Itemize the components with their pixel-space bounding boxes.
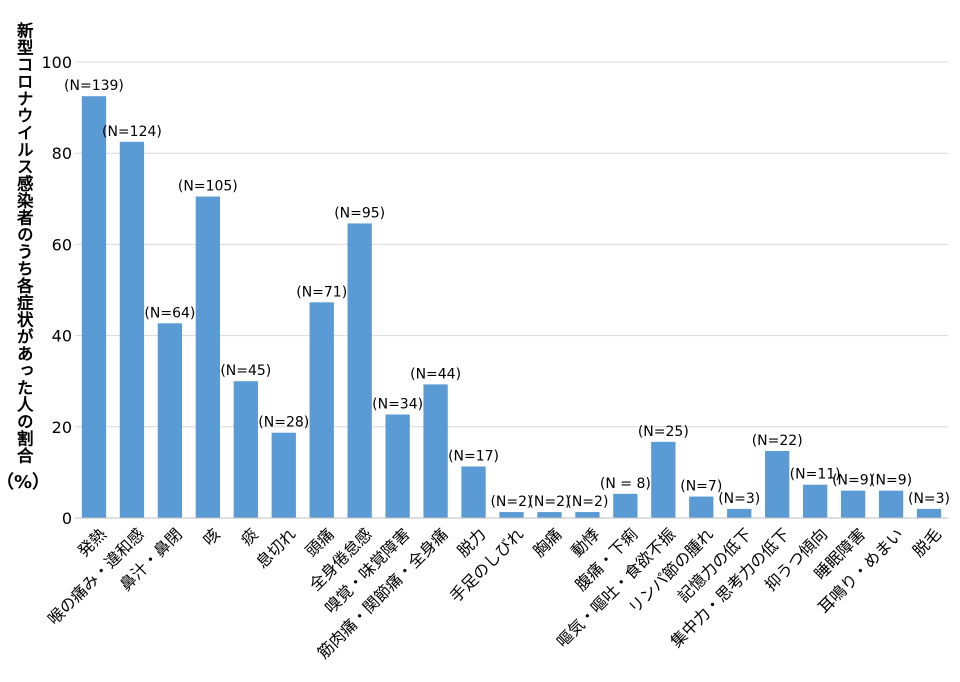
data-label: (N=2) — [490, 494, 532, 510]
data-label: (N=124) — [102, 124, 162, 140]
data-label: (N=2) — [566, 494, 608, 510]
data-label: (N=28) — [258, 415, 309, 431]
bar — [347, 223, 372, 518]
data-label: (N=17) — [448, 448, 499, 464]
y-tick-label: 100 — [41, 53, 72, 72]
data-label: (N=3) — [718, 491, 760, 507]
bar — [765, 450, 790, 518]
bar — [537, 512, 562, 518]
bar — [461, 466, 486, 518]
bar — [309, 302, 334, 518]
data-label: (N=95) — [334, 205, 385, 221]
bar — [727, 508, 752, 518]
bar — [233, 381, 258, 518]
y-axis-title: 新型コロナウイルス感染者のうち各症状があった人の割合 （%） — [0, 22, 50, 542]
data-label: (N=11) — [790, 467, 841, 483]
y-tick-label: 40 — [52, 327, 72, 346]
y-tick-label: 80 — [52, 144, 72, 163]
data-label: (N=139) — [64, 78, 124, 94]
category-label: 胸痛 — [529, 525, 565, 561]
y-tick-label: 20 — [52, 418, 72, 437]
data-label: (N=34) — [372, 396, 423, 412]
y-tick-label: 0 — [62, 509, 72, 528]
data-label: (N=2) — [528, 494, 570, 510]
y-tick-label: 60 — [52, 235, 72, 254]
data-label: (N=22) — [752, 433, 803, 449]
data-label: (N=44) — [410, 366, 461, 382]
data-label: (N=105) — [178, 179, 238, 195]
data-label: (N=45) — [220, 363, 271, 379]
bar — [916, 508, 942, 518]
category-label: 息切れ — [252, 525, 299, 572]
bar — [499, 512, 524, 518]
y-axis-unit: （%） — [0, 472, 51, 493]
data-label: (N = 8) — [600, 476, 651, 492]
data-label: (N=64) — [144, 305, 195, 321]
category-label: 脱毛 — [909, 525, 945, 561]
data-label: (N=25) — [638, 424, 689, 440]
bar — [81, 96, 107, 518]
y-axis-label: 新型コロナウイルス感染者のうち各症状があった人の割合 — [14, 22, 34, 464]
data-label: (N=9) — [832, 473, 874, 489]
bar — [840, 490, 866, 518]
bar — [878, 490, 904, 518]
category-label: 痰 — [237, 525, 262, 550]
data-label: (N=3) — [908, 491, 950, 507]
bar — [119, 141, 145, 519]
bar — [613, 493, 638, 518]
category-label: 咳 — [199, 525, 224, 550]
bar — [385, 414, 410, 518]
data-label: (N=71) — [296, 284, 347, 300]
bar — [271, 432, 296, 518]
data-label: (N=7) — [680, 479, 722, 495]
bar — [803, 484, 828, 518]
bar — [689, 496, 714, 518]
bar — [423, 384, 448, 518]
bar — [157, 323, 183, 518]
bar — [575, 512, 600, 518]
data-label: (N=9) — [870, 473, 912, 489]
bar — [651, 441, 676, 518]
bar — [195, 196, 220, 518]
